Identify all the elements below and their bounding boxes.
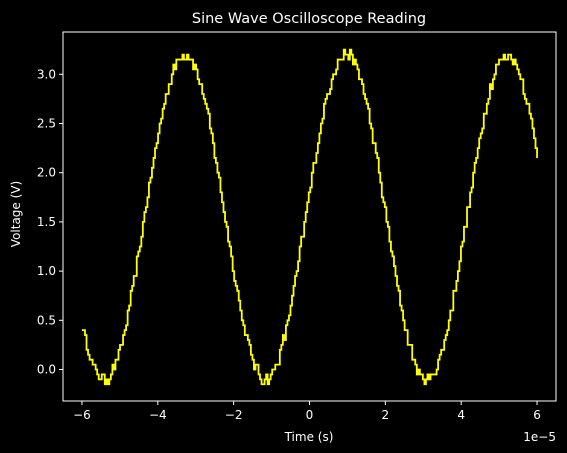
x-axis-ticks: −6 −4 −2 0 2 4 6 (73, 401, 541, 422)
y-tick-label: 0.0 (37, 363, 56, 377)
x-axis-offset-label: 1e−5 (523, 430, 556, 444)
x-tick-label: −4 (149, 408, 167, 422)
x-axis-label: Time (s) (284, 430, 334, 444)
y-axis-ticks: 0.0 0.5 1.0 1.5 2.0 2.5 3.0 (37, 67, 63, 377)
x-tick-label: −6 (73, 408, 91, 422)
y-tick-label: 3.0 (37, 67, 56, 81)
y-tick-label: 0.5 (37, 313, 56, 327)
x-tick-label: 2 (382, 408, 390, 422)
x-tick-label: 6 (533, 408, 541, 422)
x-tick-label: 4 (457, 408, 465, 422)
y-tick-label: 2.5 (37, 117, 56, 131)
y-tick-label: 1.5 (37, 215, 56, 229)
y-axis-label: Voltage (V) (9, 181, 23, 247)
y-tick-label: 1.0 (37, 264, 56, 278)
x-tick-label: 0 (306, 408, 314, 422)
series-line-signal (81, 48, 538, 386)
y-tick-label: 2.0 (37, 166, 56, 180)
x-tick-label: −2 (225, 408, 243, 422)
chart-title: Sine Wave Oscilloscope Reading (192, 11, 426, 27)
